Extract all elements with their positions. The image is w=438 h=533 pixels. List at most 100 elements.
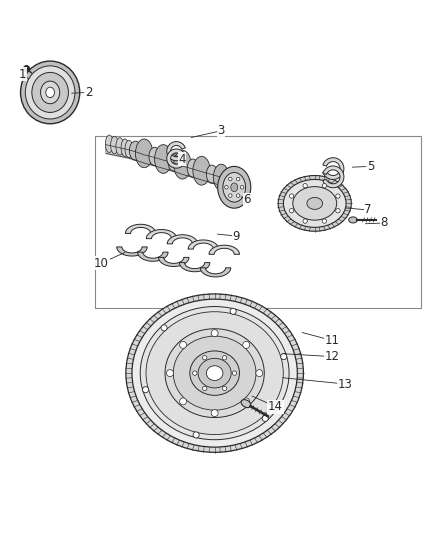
Circle shape (256, 370, 263, 377)
Circle shape (290, 194, 294, 198)
Text: 1: 1 (18, 68, 26, 80)
Polygon shape (188, 240, 219, 249)
Ellipse shape (32, 72, 68, 112)
Ellipse shape (41, 81, 60, 104)
Circle shape (237, 177, 240, 181)
Circle shape (229, 177, 232, 181)
Circle shape (223, 356, 227, 360)
Circle shape (211, 409, 218, 417)
Polygon shape (167, 235, 198, 244)
Ellipse shape (278, 175, 351, 231)
Ellipse shape (198, 358, 231, 388)
Ellipse shape (140, 306, 289, 440)
Circle shape (223, 386, 227, 391)
Ellipse shape (193, 156, 210, 185)
Circle shape (180, 342, 187, 349)
Ellipse shape (121, 139, 129, 156)
Ellipse shape (132, 299, 297, 447)
Circle shape (193, 371, 197, 375)
Ellipse shape (173, 336, 256, 410)
Text: 2: 2 (85, 86, 92, 99)
Circle shape (322, 183, 326, 188)
Circle shape (229, 194, 232, 197)
Circle shape (262, 415, 268, 422)
Circle shape (336, 208, 340, 213)
Circle shape (161, 325, 167, 331)
Text: 7: 7 (364, 204, 371, 216)
Circle shape (202, 356, 207, 360)
Polygon shape (180, 263, 210, 272)
Polygon shape (209, 245, 240, 254)
Text: 5: 5 (367, 160, 374, 173)
Polygon shape (159, 257, 189, 266)
Circle shape (166, 370, 173, 377)
Text: 13: 13 (338, 377, 353, 391)
Ellipse shape (213, 164, 229, 190)
Ellipse shape (126, 294, 304, 453)
Text: 10: 10 (94, 256, 109, 270)
Circle shape (142, 386, 148, 393)
Ellipse shape (25, 66, 75, 119)
Ellipse shape (129, 141, 141, 160)
Polygon shape (323, 166, 344, 188)
Ellipse shape (168, 153, 180, 171)
Ellipse shape (190, 351, 240, 395)
Polygon shape (146, 230, 177, 239)
Polygon shape (167, 149, 185, 168)
Polygon shape (106, 144, 129, 158)
Circle shape (290, 208, 294, 213)
Ellipse shape (206, 366, 223, 381)
Circle shape (225, 185, 228, 189)
Ellipse shape (307, 197, 322, 209)
Bar (95, 136, 421, 308)
Polygon shape (125, 224, 156, 233)
Ellipse shape (293, 187, 337, 220)
Ellipse shape (155, 144, 172, 173)
Circle shape (240, 185, 244, 189)
Circle shape (281, 353, 287, 360)
Polygon shape (117, 247, 147, 256)
Ellipse shape (125, 140, 133, 158)
Circle shape (202, 386, 207, 391)
Ellipse shape (187, 159, 198, 177)
Text: 8: 8 (381, 216, 388, 230)
Ellipse shape (218, 166, 251, 208)
Ellipse shape (106, 135, 113, 152)
Ellipse shape (46, 87, 54, 98)
Circle shape (211, 330, 218, 337)
Ellipse shape (135, 139, 153, 168)
Ellipse shape (223, 173, 246, 202)
Ellipse shape (349, 217, 357, 223)
Text: 14: 14 (268, 400, 283, 413)
Ellipse shape (149, 147, 160, 166)
Polygon shape (200, 268, 231, 277)
Polygon shape (167, 142, 185, 161)
Ellipse shape (146, 312, 283, 434)
Circle shape (303, 219, 307, 223)
Text: 3: 3 (218, 124, 225, 137)
Ellipse shape (241, 400, 251, 408)
Circle shape (303, 183, 307, 188)
Circle shape (180, 398, 187, 405)
Ellipse shape (116, 138, 124, 155)
Circle shape (193, 432, 199, 438)
Polygon shape (323, 158, 344, 180)
Circle shape (243, 342, 250, 349)
Ellipse shape (231, 183, 238, 192)
Text: 12: 12 (325, 350, 339, 363)
Polygon shape (138, 252, 168, 261)
Circle shape (243, 398, 250, 405)
Text: 11: 11 (325, 334, 339, 347)
Circle shape (322, 219, 326, 223)
Ellipse shape (206, 165, 218, 183)
Text: 4: 4 (178, 152, 186, 166)
Circle shape (230, 308, 236, 314)
Ellipse shape (165, 329, 264, 417)
Ellipse shape (21, 61, 80, 124)
Ellipse shape (111, 136, 118, 154)
Circle shape (336, 194, 340, 198)
Text: 9: 9 (233, 230, 240, 243)
Ellipse shape (174, 150, 191, 179)
Text: 6: 6 (244, 193, 251, 206)
Ellipse shape (283, 180, 346, 228)
